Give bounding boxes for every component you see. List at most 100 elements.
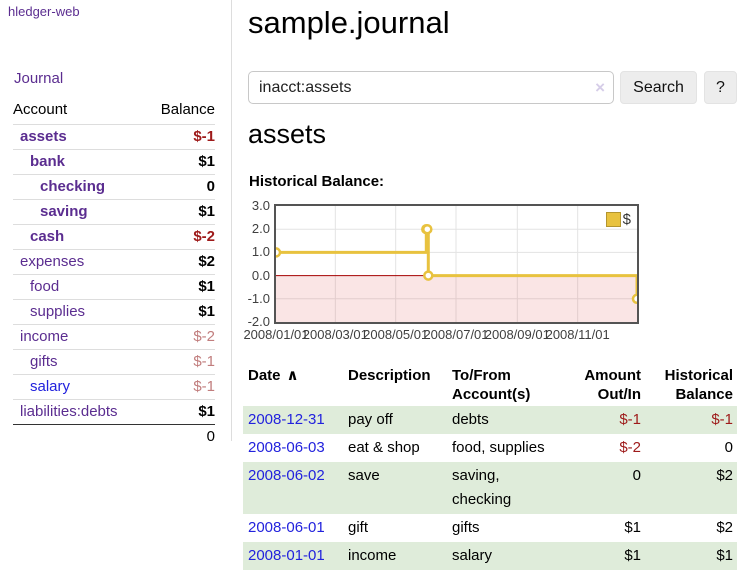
y-tick-label: 1.0 (251, 244, 270, 260)
chart-marker (422, 223, 433, 235)
account-link-saving[interactable]: saving (40, 203, 88, 220)
chart-marker (423, 270, 434, 281)
register-date-cell: 2008-12-31 (243, 406, 343, 434)
transaction-date-link[interactable]: 2008-06-02 (248, 467, 325, 484)
help-button[interactable]: ? (704, 71, 737, 104)
search-button[interactable]: Search (620, 71, 697, 104)
register-date-cell: 2008-06-02 (243, 462, 343, 514)
account-link-assets[interactable]: assets (20, 128, 67, 145)
account-link-expenses[interactable]: expenses (20, 253, 85, 270)
register-description-cell: income (348, 547, 397, 564)
account-cell: gifts (13, 349, 147, 375)
header-line: Historical (664, 367, 733, 384)
header-line: Out/In (597, 386, 641, 403)
sidebar-total-row: 0 (13, 424, 215, 449)
sidebar-account-row: bank $1 (13, 149, 215, 175)
sidebar-account-row: cash $-2 (13, 224, 215, 250)
account-balance-cell: $-1 (146, 124, 215, 150)
account-cell: expenses (13, 249, 147, 275)
sidebar-total-spacer (13, 424, 147, 449)
y-tick-label: -2.0 (247, 314, 270, 329)
register-date-cell: 2008-06-01 (243, 514, 343, 542)
y-tick-label: 3.0 (251, 198, 270, 213)
clear-search-icon[interactable]: × (595, 78, 605, 97)
register-header-date[interactable]: Date ∧ (243, 362, 343, 406)
sidebar-accounts-table: Account Balance assets $-1 bank $1 checking 0… (13, 96, 215, 449)
account-cell: food (13, 274, 147, 300)
x-tick-label: 2008/07/01 (423, 327, 489, 342)
register-accounts-cell: food, supplies (452, 439, 545, 456)
account-link-liabilities:debts[interactable]: liabilities:debts (20, 403, 118, 420)
transaction-date-link[interactable]: 2008-01-01 (248, 547, 325, 564)
header-line: Account(s) (452, 386, 531, 403)
register-amount-cell: $1 (624, 519, 641, 536)
header-line: Balance (675, 386, 733, 403)
account-link-cash[interactable]: cash (30, 228, 65, 245)
account-balance-cell: $1 (146, 274, 215, 300)
account-cell: income (13, 324, 147, 350)
account-balance-cell: $-1 (146, 374, 215, 400)
transaction-date-link[interactable]: 2008-12-31 (248, 411, 325, 428)
account-balance: $-1 (193, 378, 215, 395)
account-balance: $-1 (193, 128, 215, 145)
account-cell: checking (13, 174, 147, 200)
register-amount-cell: $-1 (619, 411, 641, 428)
account-cell: liabilities:debts (13, 399, 147, 425)
register-accounts-cell: salary (452, 547, 493, 564)
header-line: Date (248, 367, 281, 384)
register-balance-cell: $2 (716, 467, 733, 484)
register-accounts-cell: gifts (452, 519, 480, 536)
sidebar-account-row: checking 0 (13, 174, 215, 200)
header-line: Description (348, 367, 431, 384)
x-tick-label: 2008/01/01 (243, 327, 309, 342)
page-title: sample.journal (248, 5, 450, 40)
y-tick-label: 0.0 (251, 267, 270, 283)
account-link-gifts[interactable]: gifts (30, 353, 58, 370)
register-amount-cell: $-2 (619, 439, 641, 456)
account-cell: supplies (13, 299, 147, 325)
account-link-food[interactable]: food (30, 278, 60, 295)
register-header-row: Date ∧ Description To/From Account(s) Amount O… (243, 362, 737, 406)
account-balance: $1 (198, 303, 215, 320)
transaction-date-link[interactable]: 2008-06-01 (248, 519, 325, 536)
account-link-supplies[interactable]: supplies (30, 303, 86, 320)
register-description-cell: pay off (348, 411, 393, 428)
register-balance-cell: $-1 (711, 411, 733, 428)
transaction-date-link[interactable]: 2008-06-03 (248, 439, 325, 456)
account-link-income[interactable]: income (20, 328, 69, 345)
sidebar-account-row: gifts $-1 (13, 349, 215, 375)
register-header-description: Description (343, 362, 447, 406)
account-balance-cell: $1 (146, 149, 215, 175)
account-cell: bank (13, 149, 147, 175)
register-description-cell: save (348, 467, 380, 484)
register-table: Date ∧ Description To/From Account(s) Amount O… (243, 362, 737, 570)
brand-link[interactable]: hledger-web (8, 4, 80, 19)
account-link-salary[interactable]: salary (30, 378, 71, 395)
sidebar-account-row: income $-2 (13, 324, 215, 350)
account-cell: saving (13, 199, 147, 225)
chart-title: Historical Balance: (249, 173, 385, 190)
register-header-tofrom-accounts: To/From Account(s) (447, 362, 551, 406)
sidebar-total-value: 0 (146, 424, 215, 449)
sidebar: hledger-web Journal Account Balance asse… (0, 0, 232, 449)
search-input[interactable] (248, 71, 614, 104)
register-balance-cell: 0 (724, 439, 733, 456)
account-balance-cell: $-2 (146, 224, 215, 250)
sidebar-account-row: expenses $2 (13, 249, 215, 275)
account-balance-cell: $-1 (146, 349, 215, 375)
legend-label: $ (622, 211, 631, 228)
x-tick-label: 2008/03/01 (302, 327, 368, 342)
sidebar-account-row: salary $-1 (13, 374, 215, 400)
journal-link[interactable]: Journal (14, 70, 64, 87)
account-balance: $-2 (193, 228, 215, 245)
chart-marker (276, 247, 282, 258)
chart-canvas (276, 206, 637, 322)
account-cell: cash (13, 224, 147, 250)
sidebar-account-row: saving $1 (13, 199, 215, 225)
account-link-bank[interactable]: bank (30, 153, 66, 170)
account-link-checking[interactable]: checking (40, 178, 106, 195)
sort-ascending-icon[interactable]: ∧ (286, 367, 299, 384)
account-balance: $1 (198, 153, 215, 170)
y-tick-label: -1.0 (247, 290, 270, 306)
header-line: To/From (452, 367, 511, 384)
